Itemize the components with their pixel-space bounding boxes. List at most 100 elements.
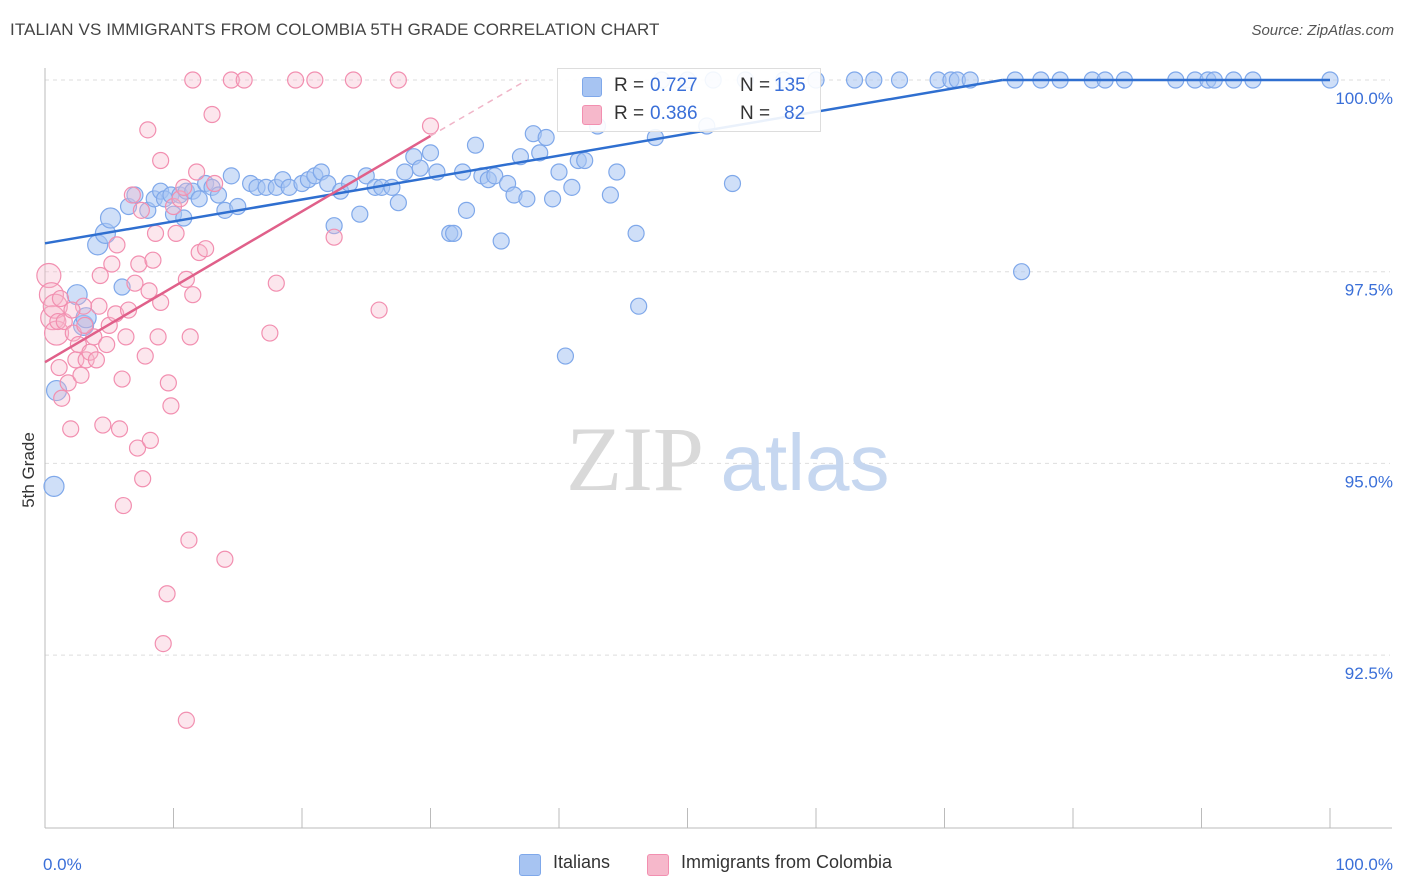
trend-extension-colombia [430, 79, 528, 137]
data-point [180, 531, 198, 549]
data-point [466, 136, 485, 154]
data-point [113, 278, 131, 296]
data-point [445, 224, 463, 242]
data-point [177, 711, 195, 729]
data-point [152, 151, 170, 170]
data-point [36, 262, 62, 289]
data-point [136, 347, 154, 365]
data-point [113, 370, 131, 388]
data-point [351, 205, 369, 223]
data-point [144, 251, 162, 269]
data-point [627, 224, 645, 242]
data-point [421, 144, 440, 162]
r-label: R = [614, 75, 645, 96]
data-point [132, 201, 150, 219]
data-point [184, 71, 202, 89]
n-label: N = [740, 103, 771, 124]
data-point [576, 151, 594, 170]
data-point [59, 374, 77, 392]
data-point [50, 358, 68, 377]
y-axis-label: 5th Grade [19, 432, 38, 508]
data-point [175, 178, 193, 196]
data-point [42, 293, 68, 319]
data-point [457, 201, 476, 219]
data-point [91, 266, 109, 285]
x-tick-label: 0.0% [43, 855, 82, 874]
legend-swatch-italians [519, 854, 541, 876]
data-point [134, 470, 152, 488]
axes [44, 68, 1392, 829]
data-point [389, 194, 407, 212]
data-point [110, 420, 129, 438]
data-point [146, 224, 165, 242]
data-point [90, 297, 108, 315]
data-point [389, 71, 407, 89]
data-point [537, 128, 555, 147]
chart-title: ITALIAN VS IMMIGRANTS FROM COLOMBIA 5TH … [10, 20, 660, 39]
data-point [43, 475, 65, 498]
data-point [865, 71, 883, 89]
y-tick-label: 97.5% [1345, 281, 1393, 300]
data-point [128, 439, 147, 457]
data-point [306, 71, 324, 89]
data-point [72, 366, 90, 384]
data-point [149, 328, 167, 346]
y-tick-label: 95.0% [1345, 472, 1393, 491]
n-label: N = [740, 75, 771, 96]
legend-swatch-colombia [582, 105, 602, 125]
data-point [286, 71, 305, 89]
data-point [49, 312, 67, 331]
data-point [543, 190, 562, 208]
data-point [190, 190, 208, 208]
trend-line-colombia [44, 134, 432, 364]
data-point [325, 228, 343, 246]
data-point [890, 71, 909, 89]
data-point [181, 328, 199, 346]
y-tick-label: 92.5% [1345, 664, 1393, 683]
data-point [216, 550, 234, 568]
data-point [62, 420, 80, 438]
data-point [188, 163, 206, 181]
r-value: 0.727 [650, 75, 698, 96]
correlation-legend: R = 0.727 N = 135 R = 0.386 N = 82 [557, 68, 821, 132]
data-point [159, 374, 177, 392]
data-point [370, 301, 388, 319]
r-label: R = [614, 103, 645, 124]
data-point [154, 634, 172, 653]
data-point [184, 286, 202, 304]
data-point [197, 240, 215, 258]
data-point [563, 178, 581, 196]
data-point [383, 178, 401, 196]
data-point [222, 167, 240, 185]
series-colombia [36, 71, 440, 729]
y-tick-label: 100.0% [1335, 89, 1393, 108]
data-point [344, 71, 362, 89]
gridlines [45, 79, 1390, 656]
data-point [556, 347, 575, 365]
data-point [87, 351, 106, 369]
data-point [76, 316, 94, 334]
data-point [162, 397, 180, 415]
data-point [601, 186, 620, 204]
data-point [203, 105, 221, 124]
data-point [119, 301, 138, 319]
data-point [1012, 263, 1031, 281]
data-point [319, 174, 337, 193]
data-point [550, 163, 568, 181]
data-point [396, 163, 414, 181]
trend-line-italians [44, 78, 1003, 245]
data-point [140, 282, 158, 300]
watermark-zip: ZIP [566, 408, 704, 510]
data-point [206, 174, 224, 193]
data-point [235, 71, 253, 89]
data-point [63, 301, 81, 319]
legend-swatch-colombia [647, 854, 669, 876]
data-point [130, 255, 148, 273]
legend-label-colombia: Immigrants from Colombia [681, 852, 893, 872]
data-point [723, 174, 742, 193]
data-point [51, 289, 70, 308]
legend-swatch-italians [582, 77, 602, 97]
tick-labels: 100.0% 97.5% 95.0% 92.5% 0.0% 100.0% [43, 89, 1393, 874]
data-point [126, 274, 144, 292]
